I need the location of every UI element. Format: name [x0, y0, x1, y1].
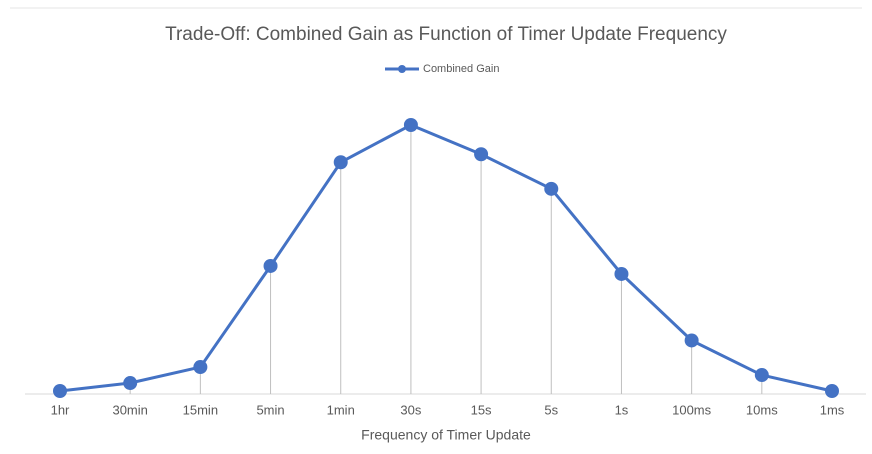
- data-point: [263, 258, 278, 273]
- x-tick-label: 5min: [256, 402, 284, 417]
- x-tick-label: 10ms: [746, 402, 778, 417]
- x-axis-label: Frequency of Timer Update: [361, 427, 531, 443]
- x-tick-label: 5s: [544, 402, 558, 417]
- data-point: [684, 333, 699, 348]
- x-tick-label: 100ms: [672, 402, 712, 417]
- x-tick-label: 1s: [615, 402, 629, 417]
- chart-title: Trade-Off: Combined Gain as Function of …: [165, 24, 727, 45]
- legend-label: Combined Gain: [423, 63, 499, 75]
- x-tick-label: 1min: [327, 402, 355, 417]
- data-point: [193, 360, 208, 375]
- x-tick-label: 1ms: [820, 402, 845, 417]
- data-point: [754, 368, 769, 383]
- data-point: [825, 384, 839, 398]
- data-point: [123, 376, 138, 391]
- series-line: [59, 123, 833, 393]
- x-tick-label: 30min: [112, 402, 147, 417]
- x-tick-label: 1hr: [51, 402, 70, 417]
- data-point: [544, 181, 559, 196]
- x-tick-label: 30s: [400, 402, 421, 417]
- x-tick-label: 15min: [183, 402, 218, 417]
- legend-marker: [398, 65, 406, 73]
- x-tick-label: 15s: [471, 402, 492, 417]
- data-point: [474, 147, 489, 162]
- data-point: [403, 118, 418, 132]
- data-point: [333, 155, 348, 170]
- data-point: [614, 266, 629, 281]
- data-point: [53, 384, 67, 398]
